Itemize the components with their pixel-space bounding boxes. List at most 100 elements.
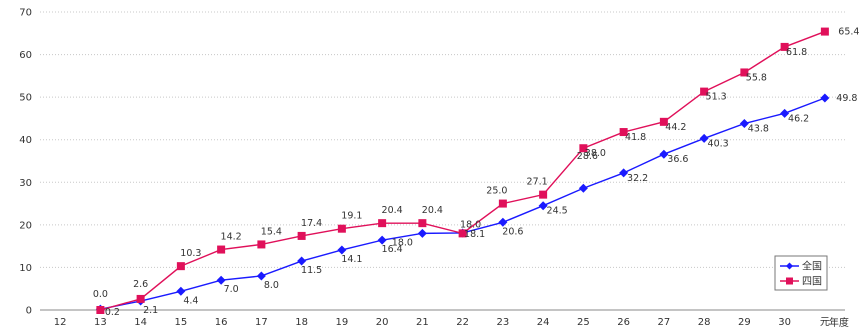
y-axis-ticks: 0 10 20 30 40 50 60 70 (19, 8, 32, 317)
square-marker (257, 240, 266, 249)
data-label: 2.1 (143, 305, 158, 316)
x-tick-label: 21 (416, 317, 429, 328)
x-tick-label: 23 (497, 317, 510, 328)
diamond-marker (538, 201, 548, 211)
data-label: 38.0 (585, 148, 606, 159)
x-axis-ticks: 12 13 14 15 16 17 18 19 20 21 22 23 24 25 26 27 28 29 30 元年… (54, 316, 849, 329)
square-marker (619, 128, 628, 137)
data-label: 51.3 (706, 92, 727, 103)
x-tick-label: 18 (295, 317, 308, 328)
diamond-marker (256, 271, 266, 281)
data-label: 17.4 (301, 218, 322, 229)
diamond-marker (619, 168, 629, 178)
grid-lines (40, 11, 845, 311)
x-tick-label: 20 (376, 317, 389, 328)
diamond-marker (578, 183, 588, 193)
data-label: 24.5 (547, 206, 568, 217)
legend-diamond-marker (786, 262, 793, 270)
x-tick-label: 元 (820, 317, 830, 328)
y-tick-label: 20 (19, 220, 32, 231)
x-tick-label: 29 (738, 317, 751, 328)
diamond-marker (739, 119, 749, 129)
data-label: 61.8 (786, 47, 807, 58)
y-tick-label: 30 (19, 178, 32, 189)
square-marker (136, 294, 145, 303)
series-line-0 (100, 97, 826, 310)
data-label: 65.4 (838, 27, 859, 38)
diamond-marker (417, 228, 427, 238)
x-tick-label: 26 (617, 317, 630, 328)
y-tick-label: 50 (19, 93, 32, 104)
square-marker (820, 27, 829, 36)
data-label: 16.4 (382, 244, 403, 255)
data-label: 28.6 (577, 151, 598, 162)
square-marker (498, 199, 507, 208)
data-label: 20.4 (382, 205, 403, 216)
x-tick-label: 13 (94, 317, 107, 328)
data-label: 18.0 (392, 237, 413, 248)
square-marker (96, 306, 105, 314)
x-tick-label: 12 (54, 317, 67, 328)
data-label: 18.1 (464, 229, 485, 240)
y-tick-label: 10 (19, 263, 32, 274)
data-label: 44.2 (665, 122, 686, 133)
x-tick-label: 15 (175, 317, 188, 328)
diamond-marker (337, 245, 347, 255)
data-label: 7.0 (224, 284, 239, 295)
x-tick-label: 27 (658, 317, 671, 328)
x-unit-label: 年度 (829, 316, 849, 329)
square-marker (217, 245, 226, 254)
data-label: 2.6 (133, 279, 148, 290)
square-marker (378, 219, 387, 228)
y-tick-label: 40 (19, 135, 32, 146)
square-marker (418, 219, 427, 228)
x-tick-label: 30 (778, 317, 791, 328)
data-label: 55.8 (746, 72, 767, 83)
square-marker (740, 68, 749, 77)
data-labels-group: 0.2 2.14.47.0 8.011.514.116.418.018.1 20.62… (93, 27, 860, 319)
data-label: 49.8 (836, 93, 857, 104)
square-marker (700, 87, 709, 96)
data-label: 20.6 (502, 226, 523, 237)
data-label: 32.2 (627, 173, 648, 184)
data-label: 4.4 (183, 295, 198, 306)
data-label: 46.2 (788, 113, 809, 124)
y-tick-label: 0 (26, 306, 32, 317)
data-label: 11.5 (301, 265, 322, 276)
data-label: 0.2 (105, 307, 120, 318)
legend-label: 全国 (802, 260, 822, 273)
legend-label: 四国 (802, 276, 822, 288)
diamond-marker (780, 108, 790, 118)
diamond-marker (699, 133, 709, 143)
data-label: 25.0 (486, 186, 507, 197)
x-tick-label: 14 (134, 317, 147, 328)
data-label: 10.3 (180, 248, 201, 259)
square-marker (539, 190, 548, 199)
x-tick-label: 16 (215, 317, 228, 328)
data-label: 0.0 (93, 289, 108, 300)
diamond-marker (659, 149, 669, 159)
x-tick-label: 19 (336, 317, 349, 328)
data-label: 18.0 (460, 219, 481, 230)
square-marker (458, 229, 467, 238)
diamond-marker (297, 256, 307, 266)
diamond-marker (176, 286, 186, 296)
square-marker (337, 224, 346, 233)
diamond-marker (216, 275, 226, 285)
series-line-1 (100, 30, 826, 311)
y-tick-label: 60 (19, 50, 32, 61)
x-tick-label: 25 (577, 317, 590, 328)
square-marker (297, 231, 306, 240)
data-label: 40.3 (708, 138, 729, 149)
square-marker (659, 117, 668, 126)
data-label: 43.8 (748, 124, 769, 135)
data-label: 20.4 (422, 205, 443, 216)
x-tick-label: 28 (698, 317, 711, 328)
legend-box (774, 255, 828, 291)
data-label: 14.2 (221, 232, 242, 243)
data-label: 14.1 (341, 254, 362, 265)
x-tick-label: 24 (537, 317, 550, 328)
series-group (95, 27, 830, 314)
